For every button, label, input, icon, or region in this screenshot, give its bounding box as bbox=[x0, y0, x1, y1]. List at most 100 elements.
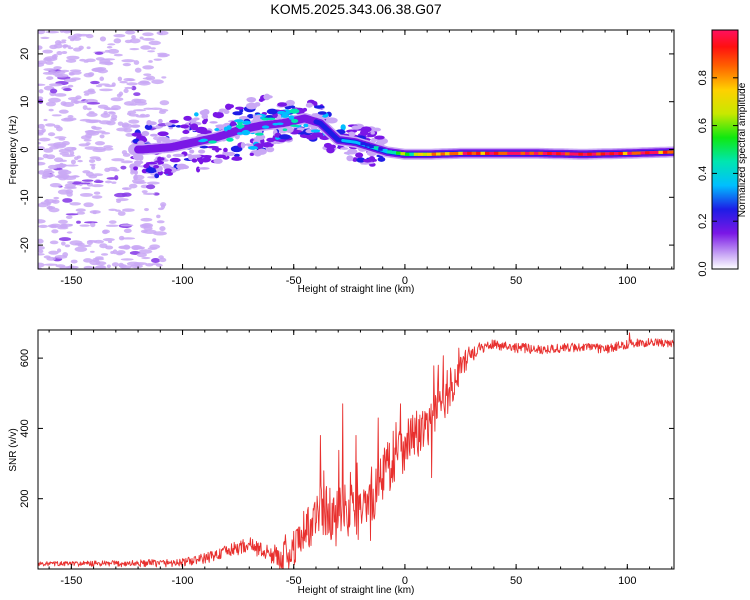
noise-blob bbox=[46, 206, 56, 210]
noise-blob bbox=[79, 224, 90, 227]
ridge-segment bbox=[565, 152, 570, 156]
ridge-blob bbox=[246, 96, 257, 103]
noise-blob bbox=[80, 182, 91, 185]
noise-blob bbox=[114, 175, 119, 181]
ridge-blob bbox=[209, 121, 218, 124]
ridge-hotspot bbox=[310, 129, 321, 133]
noise-blob bbox=[63, 44, 69, 48]
ridge-blob bbox=[262, 141, 274, 148]
ridge-segment bbox=[653, 150, 659, 155]
ridge-blob bbox=[359, 129, 369, 136]
ridge-blob bbox=[288, 105, 296, 109]
ridge-blob bbox=[159, 157, 165, 161]
noise-blob bbox=[38, 238, 44, 244]
ridge-segment bbox=[493, 151, 499, 155]
ridge-hotspot bbox=[236, 132, 244, 135]
noise-blob bbox=[142, 192, 156, 195]
noise-blob bbox=[133, 92, 141, 97]
ridge-blob bbox=[169, 119, 179, 124]
noise-blob bbox=[89, 259, 101, 266]
ridge-blob bbox=[131, 132, 142, 137]
noise-blob bbox=[102, 147, 114, 151]
noise-blob bbox=[146, 181, 160, 185]
noise-blob bbox=[117, 121, 124, 126]
noise-blob bbox=[106, 264, 111, 269]
noise-blob bbox=[51, 114, 62, 117]
ridge-hotspot bbox=[261, 117, 270, 121]
noise-blob bbox=[67, 181, 74, 184]
noise-blob bbox=[123, 88, 129, 94]
noise-blob bbox=[67, 115, 74, 118]
ridge-segment bbox=[600, 152, 606, 156]
noise-blob bbox=[147, 50, 156, 53]
noise-blob bbox=[86, 240, 93, 246]
noise-blob bbox=[66, 191, 73, 197]
noise-blob bbox=[148, 60, 153, 63]
noise-blob bbox=[47, 164, 58, 170]
ridge-blob bbox=[340, 124, 346, 131]
ridge-segment bbox=[622, 151, 628, 156]
chart-title: KOM5.2025.343.06.38.G07 bbox=[270, 1, 441, 17]
noise-blob bbox=[83, 139, 92, 142]
ridge-segment bbox=[542, 151, 548, 156]
noise-blob bbox=[76, 211, 86, 215]
noise-blob bbox=[95, 157, 102, 162]
spectrogram-noise-layer bbox=[38, 30, 170, 269]
noise-blob bbox=[74, 246, 88, 252]
noise-blob bbox=[117, 211, 126, 216]
noise-blob bbox=[156, 214, 161, 219]
noise-blob bbox=[66, 231, 73, 234]
noise-blob bbox=[68, 71, 74, 76]
ridge-blob bbox=[285, 99, 295, 106]
noise-blob bbox=[120, 160, 134, 164]
noise-blob bbox=[40, 36, 50, 40]
ridge-segment bbox=[538, 151, 544, 155]
noise-blob bbox=[75, 95, 82, 100]
colorbar-tick-label: 0.4 bbox=[697, 166, 709, 181]
noise-blob bbox=[43, 168, 53, 173]
noise-blob bbox=[122, 244, 131, 250]
ridge-segment bbox=[613, 152, 619, 156]
ridge-hotspot bbox=[254, 132, 264, 136]
ridge-blob bbox=[305, 102, 313, 108]
ridge-blob bbox=[164, 168, 172, 173]
noise-blob bbox=[63, 88, 72, 92]
ridge-hotspot bbox=[261, 125, 270, 129]
ridge-hotspot bbox=[303, 123, 309, 128]
noise-blob bbox=[138, 249, 153, 254]
ridge-blob bbox=[231, 156, 243, 161]
ridge-blob bbox=[198, 167, 210, 170]
noise-blob bbox=[145, 113, 150, 118]
ridge-segment bbox=[560, 152, 566, 156]
colorbar-tick-label: 0.0 bbox=[697, 261, 709, 276]
noise-blob bbox=[126, 261, 141, 266]
ridge-segment bbox=[591, 152, 597, 156]
snr-ytick-label: 600 bbox=[19, 349, 31, 367]
snr-xtick-label: -150 bbox=[60, 575, 82, 587]
noise-blob bbox=[159, 257, 167, 263]
noise-blob bbox=[153, 58, 162, 61]
ridge-blob bbox=[340, 147, 349, 150]
ridge-blob bbox=[196, 166, 201, 173]
noise-blob bbox=[131, 85, 137, 91]
ridge-blob bbox=[355, 152, 364, 158]
snr-xtick-label: -100 bbox=[172, 575, 194, 587]
noise-blob bbox=[44, 123, 56, 127]
noise-blob bbox=[47, 132, 56, 137]
ridge-blob bbox=[163, 164, 172, 170]
ridge-blob bbox=[311, 131, 324, 138]
noise-blob bbox=[59, 159, 68, 163]
noise-blob bbox=[62, 174, 69, 180]
noise-blob bbox=[81, 187, 91, 190]
ridge-segment bbox=[373, 146, 379, 150]
noise-blob bbox=[158, 53, 170, 57]
noise-blob bbox=[58, 41, 67, 44]
noise-blob bbox=[44, 56, 58, 62]
ridge-segment bbox=[458, 151, 464, 155]
noise-blob bbox=[106, 46, 113, 49]
noise-blob bbox=[99, 134, 105, 139]
ridge-segment bbox=[409, 152, 415, 156]
noise-blob bbox=[62, 198, 73, 203]
noise-blob bbox=[38, 245, 45, 251]
spectrogram-frame bbox=[37, 29, 675, 270]
